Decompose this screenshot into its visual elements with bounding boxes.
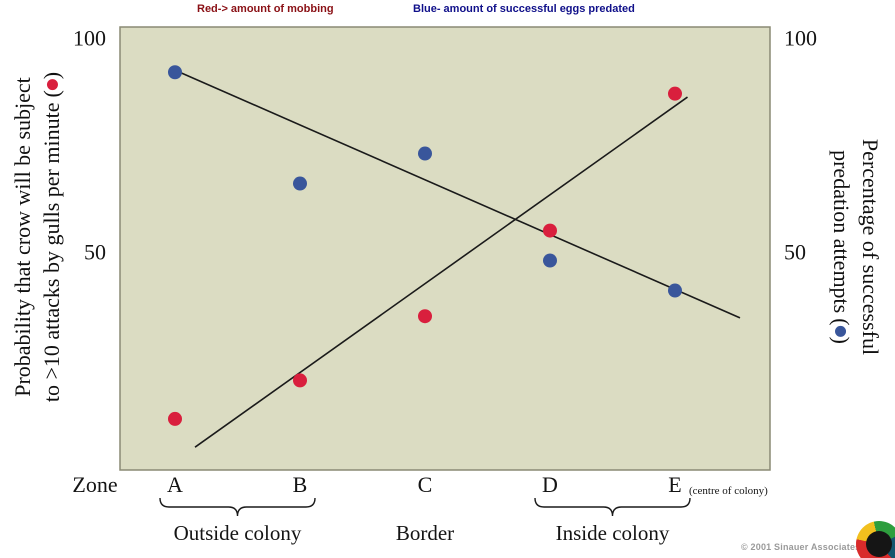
point-predation-C bbox=[418, 146, 432, 161]
brace-outside-colony bbox=[159, 497, 316, 517]
y-tick-right-100: 100 bbox=[784, 26, 817, 51]
point-mobbing-C bbox=[418, 309, 432, 324]
point-predation-E bbox=[668, 283, 682, 298]
point-predation-B bbox=[293, 176, 307, 191]
centre-of-colony-note: (centre of colony) bbox=[689, 485, 768, 497]
x-tick-B: B bbox=[293, 472, 308, 497]
trend-line-predation bbox=[169, 67, 741, 319]
y-tick-left-50: 50 bbox=[84, 240, 106, 265]
trend-line-mobbing bbox=[194, 96, 688, 448]
brace-inside-colony bbox=[534, 497, 691, 517]
x-tick-E: E bbox=[668, 472, 681, 497]
copyright-note: © 2001 Sinauer Associates bbox=[741, 542, 861, 552]
x-tick-C: C bbox=[418, 472, 433, 497]
x-tick-A: A bbox=[167, 472, 183, 497]
y-tick-left-100: 100 bbox=[73, 26, 106, 51]
group-label-0: Outside colony bbox=[174, 521, 302, 545]
legend-note-blue: Blue- amount of successful eggs predated bbox=[413, 3, 635, 15]
point-predation-D bbox=[543, 253, 557, 268]
point-mobbing-A bbox=[168, 411, 182, 426]
x-tick-D: D bbox=[542, 472, 558, 497]
point-mobbing-E bbox=[668, 86, 682, 101]
legend-note-red: Red-> amount of mobbing bbox=[197, 3, 334, 15]
y-tick-right-50: 50 bbox=[784, 240, 806, 265]
group-label-2: Inside colony bbox=[556, 521, 670, 545]
plot-area bbox=[119, 26, 771, 471]
group-label-1: Border bbox=[396, 521, 454, 545]
x-axis-title: Zone bbox=[72, 472, 117, 497]
point-mobbing-B bbox=[293, 373, 307, 388]
point-predation-A bbox=[168, 65, 182, 80]
point-mobbing-D bbox=[543, 223, 557, 238]
logo-icon bbox=[856, 521, 895, 558]
